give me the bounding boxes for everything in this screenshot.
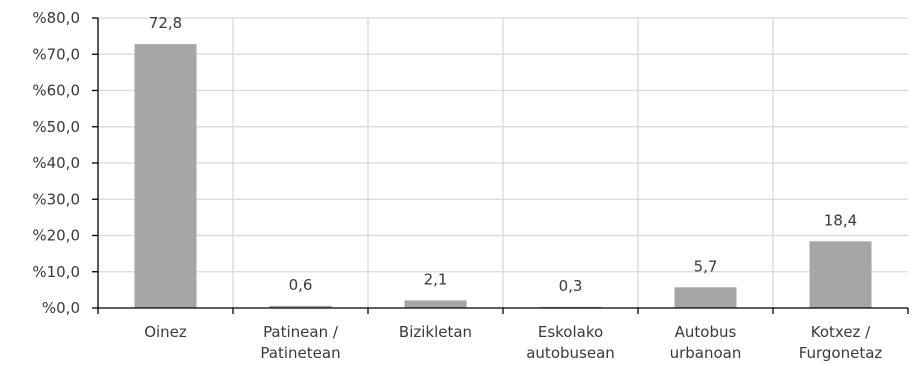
x-tick-label: Patinean / Patinetean (260, 323, 340, 362)
bars (134, 44, 872, 308)
x-tick-label: Bizikletan (399, 323, 472, 341)
data-label: 5,7 (694, 257, 718, 275)
x-tick-label: Kotxez / Furgonetaz (799, 323, 883, 362)
y-tick-label: %70,0 (32, 45, 80, 63)
y-tick-label: %60,0 (32, 82, 80, 100)
data-label: 72,8 (149, 14, 182, 32)
x-tick-label: Oinez (144, 323, 187, 341)
bar (404, 300, 467, 308)
y-tick-label: %10,0 (32, 263, 80, 281)
y-tick-label: %50,0 (32, 118, 80, 136)
y-tick-label: %0,0 (42, 299, 80, 317)
gridlines (98, 17, 908, 308)
bar (674, 287, 737, 308)
data-labels: 72,8 0,6 2,1 0,3 5,7 18,4 (149, 14, 857, 295)
y-tick-label: %80,0 (32, 9, 80, 27)
y-tick-label: %40,0 (32, 154, 80, 172)
data-label: 0,6 (289, 276, 313, 294)
y-tick-label: %30,0 (32, 190, 80, 208)
axes (92, 17, 909, 314)
x-tick-label: Autobus urbanoan (670, 323, 742, 362)
y-tick-label: %20,0 (32, 227, 80, 245)
x-tick-labels: Oinez Patinean / Patinetean Bizikletan Eskol… (144, 323, 882, 362)
x-tick-label: Eskolako autobusean (526, 323, 615, 362)
y-tick-labels: %0,0 %10,0 %20,0 %30,0 %40,0 %50,0 %60,0 %70,0%… (32, 9, 80, 317)
data-label: 0,3 (559, 277, 583, 295)
bar (269, 305, 332, 308)
bar (809, 241, 872, 308)
data-label: 18,4 (824, 211, 857, 229)
bar (134, 44, 197, 308)
data-label: 2,1 (424, 270, 448, 288)
